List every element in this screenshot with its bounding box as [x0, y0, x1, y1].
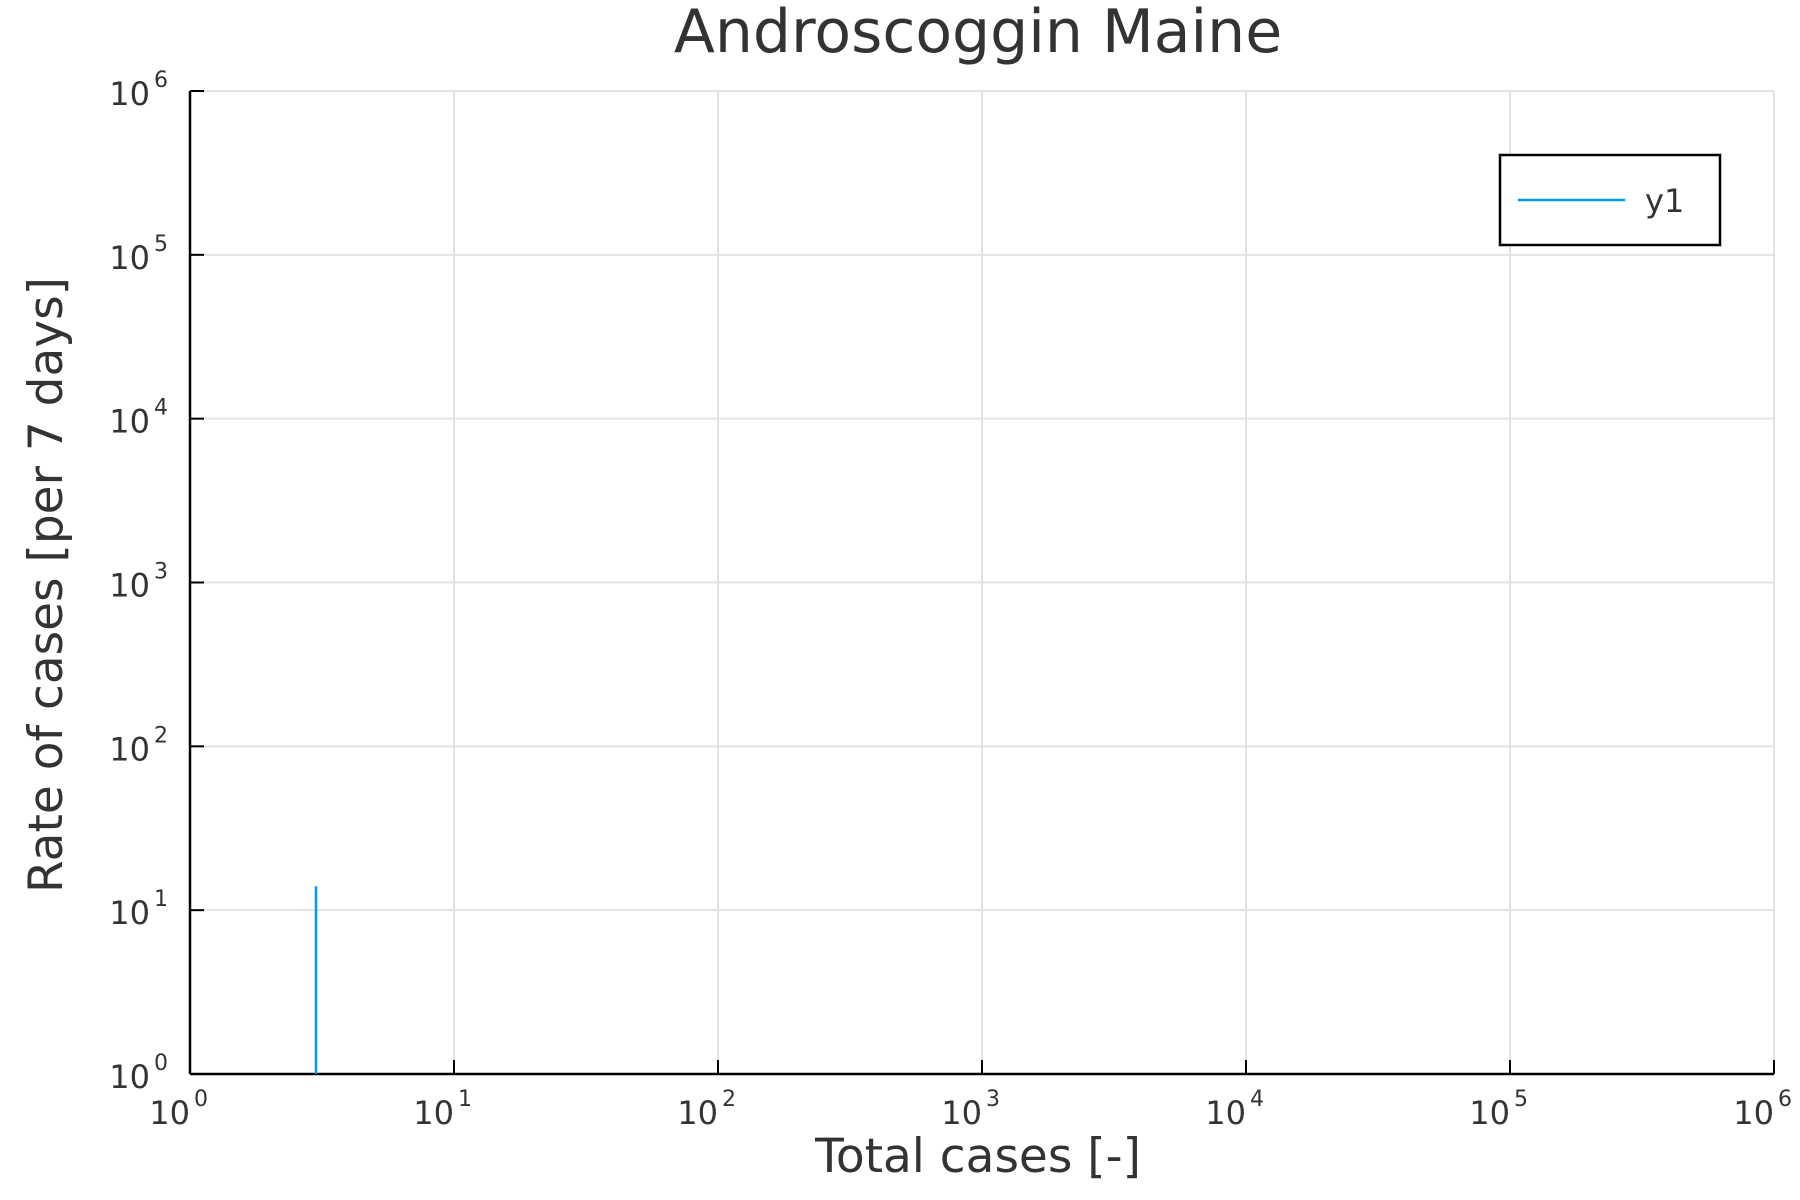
x-tick-label: 10: [1733, 1094, 1774, 1132]
x-axis-label: Total cases [-]: [814, 1129, 1141, 1184]
x-tick-label: 10: [413, 1094, 454, 1132]
legend: y1: [1498, 153, 1722, 247]
x-tick-label-exponent: 5: [1514, 1087, 1528, 1112]
x-tick-label: 10: [1205, 1094, 1246, 1132]
y-tick-label-exponent: 5: [154, 232, 168, 257]
x-tick-label: 10: [149, 1094, 190, 1132]
x-tick-label-base: 10: [677, 1094, 718, 1132]
y-axis-label: Rate of cases [per 7 days]: [19, 277, 74, 893]
tick-marks: [189, 90, 1775, 1075]
x-tick-label-base: 10: [941, 1094, 982, 1132]
y-tick-label: 10: [109, 894, 150, 932]
y-tick-label-exponent: 3: [154, 560, 168, 585]
x-tick-label-base: 10: [149, 1094, 190, 1132]
y-tick-label: 10: [109, 75, 150, 113]
chart-title: Androscoggin Maine: [674, 0, 1282, 67]
x-tick-label: 10: [677, 1094, 718, 1132]
y-tick-label: 10: [109, 567, 150, 605]
x-tick-label: 10: [941, 1094, 982, 1132]
grid-lines: [189, 90, 1775, 1075]
x-tick-label-base: 10: [1469, 1094, 1510, 1132]
x-tick-label-exponent: 6: [1778, 1087, 1792, 1112]
y-tick-label: 10: [109, 239, 150, 277]
y-tick-label: 10: [109, 730, 150, 768]
y-tick-label: 10: [109, 1058, 150, 1096]
x-tick-label-exponent: 3: [986, 1087, 1000, 1112]
x-tick-label-base: 10: [1733, 1094, 1774, 1132]
y-tick-label-exponent: 0: [154, 1051, 168, 1076]
x-tick-label-base: 10: [413, 1094, 454, 1132]
x-tick-label-exponent: 2: [722, 1087, 736, 1112]
y-tick-label-exponent: 6: [154, 68, 168, 93]
x-tick-label: 10: [1469, 1094, 1510, 1132]
y-tick-label-exponent: 2: [154, 723, 168, 748]
x-tick-label-exponent: 1: [458, 1087, 472, 1112]
x-tick-label-exponent: 4: [1250, 1087, 1264, 1112]
y-tick-label-exponent: 1: [154, 887, 168, 912]
legend-label: y1: [1645, 182, 1684, 220]
x-tick-label-base: 10: [1205, 1094, 1246, 1132]
x-tick-label-exponent: 0: [194, 1087, 208, 1112]
y-tick-label: 10: [109, 403, 150, 441]
tick-labels: 10 0 10 1 10 2 10 3 10 4 10 5 10 610 010 110 210 310 410 51…: [109, 68, 1792, 1132]
y-tick-label-exponent: 4: [154, 396, 168, 421]
